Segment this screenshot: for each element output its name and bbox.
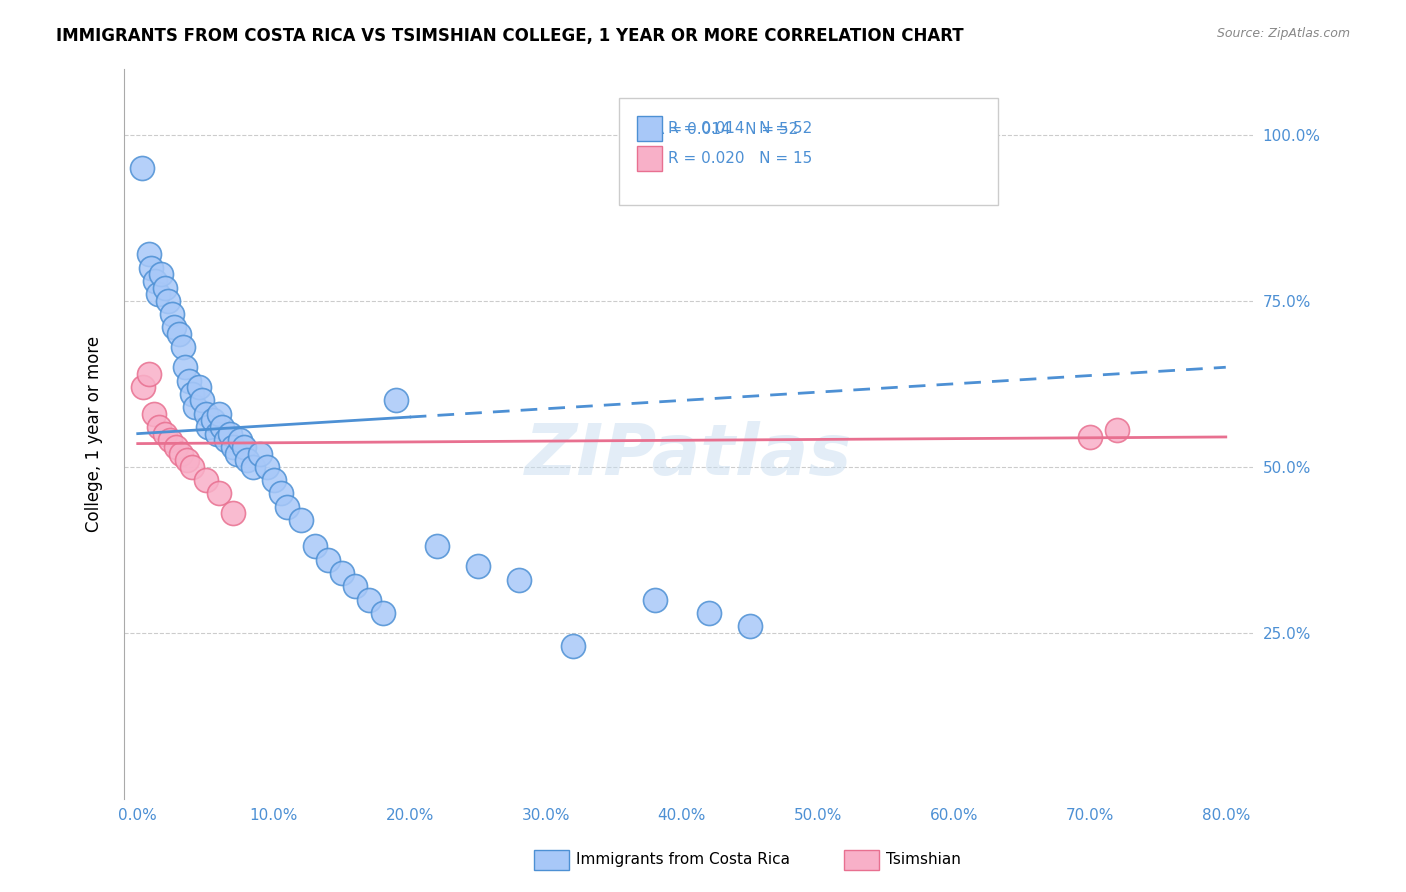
- Point: [508, 573, 530, 587]
- Point: [330, 566, 353, 580]
- Text: R = 0.014   N = 52: R = 0.014 N = 52: [654, 122, 799, 136]
- Point: [226, 446, 249, 460]
- Point: [153, 280, 176, 294]
- Point: [205, 426, 228, 441]
- Point: [235, 453, 257, 467]
- Point: [208, 407, 231, 421]
- Point: [242, 459, 264, 474]
- Point: [141, 260, 163, 275]
- Point: [194, 473, 217, 487]
- Point: [159, 434, 181, 448]
- Point: [190, 393, 212, 408]
- Point: [270, 486, 292, 500]
- Point: [467, 559, 489, 574]
- Point: [165, 440, 187, 454]
- Text: Immigrants from Costa Rica: Immigrants from Costa Rica: [576, 853, 790, 867]
- Text: Source: ZipAtlas.com: Source: ZipAtlas.com: [1216, 27, 1350, 40]
- Point: [219, 426, 242, 441]
- Point: [1105, 423, 1128, 437]
- Point: [197, 420, 219, 434]
- Point: [222, 440, 245, 454]
- Point: [194, 407, 217, 421]
- Point: [232, 440, 254, 454]
- Point: [131, 161, 153, 175]
- Point: [697, 606, 720, 620]
- Point: [181, 459, 204, 474]
- Point: [156, 293, 179, 308]
- Text: R = 0.020   N = 15: R = 0.020 N = 15: [668, 152, 813, 166]
- Point: [215, 434, 238, 448]
- Point: [145, 274, 167, 288]
- Point: [187, 380, 209, 394]
- Point: [170, 446, 193, 460]
- Point: [426, 540, 449, 554]
- Point: [160, 307, 183, 321]
- Point: [1078, 430, 1101, 444]
- Point: [149, 268, 172, 282]
- Point: [181, 386, 204, 401]
- Point: [316, 553, 339, 567]
- Point: [163, 320, 186, 334]
- Point: [385, 393, 408, 408]
- Point: [229, 434, 252, 448]
- Point: [304, 540, 326, 554]
- Point: [146, 287, 169, 301]
- Point: [153, 426, 176, 441]
- Point: [562, 639, 585, 653]
- Point: [148, 420, 170, 434]
- Point: [176, 453, 198, 467]
- Point: [208, 486, 231, 500]
- Point: [263, 473, 285, 487]
- Point: [138, 247, 160, 261]
- Point: [138, 367, 160, 381]
- Text: Tsimshian: Tsimshian: [886, 853, 960, 867]
- Point: [276, 500, 298, 514]
- Point: [371, 606, 394, 620]
- Point: [738, 619, 761, 633]
- Point: [357, 592, 380, 607]
- Point: [290, 513, 312, 527]
- Point: [211, 420, 233, 434]
- Point: [184, 400, 207, 414]
- Point: [174, 360, 197, 375]
- Point: [143, 407, 166, 421]
- Point: [644, 592, 666, 607]
- Point: [222, 506, 245, 520]
- Point: [249, 446, 271, 460]
- Y-axis label: College, 1 year or more: College, 1 year or more: [86, 335, 103, 532]
- Point: [201, 413, 224, 427]
- Point: [132, 380, 155, 394]
- Text: R = 0.014   N = 52: R = 0.014 N = 52: [668, 121, 813, 136]
- Point: [167, 327, 190, 342]
- Point: [172, 340, 194, 354]
- Text: IMMIGRANTS FROM COSTA RICA VS TSIMSHIAN COLLEGE, 1 YEAR OR MORE CORRELATION CHAR: IMMIGRANTS FROM COSTA RICA VS TSIMSHIAN …: [56, 27, 965, 45]
- Point: [344, 579, 367, 593]
- Point: [256, 459, 278, 474]
- Point: [179, 374, 201, 388]
- Text: ZIPatlas: ZIPatlas: [524, 421, 852, 490]
